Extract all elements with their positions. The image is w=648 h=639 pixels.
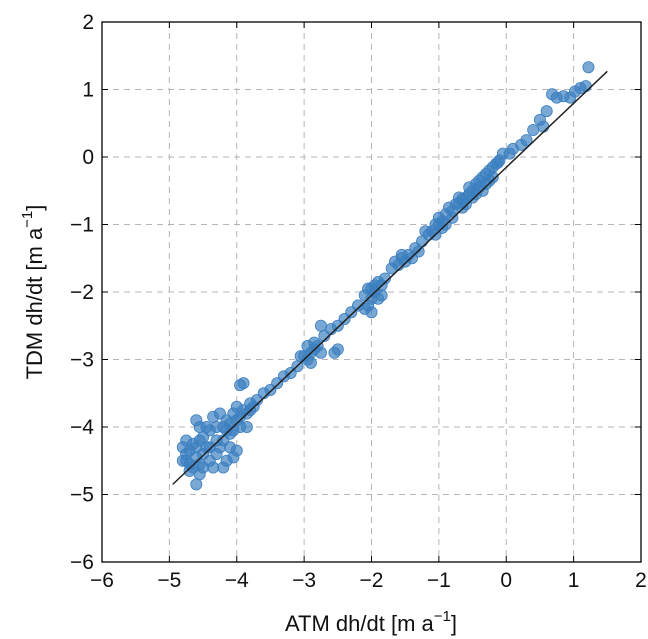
fit-line (172, 70, 608, 485)
data-points (176, 61, 595, 491)
x-tick-label: 1 (568, 569, 580, 592)
data-point (537, 120, 550, 133)
data-point (314, 346, 327, 359)
x-tick-label: 0 (500, 569, 512, 592)
data-point (190, 478, 203, 491)
data-point (217, 461, 230, 474)
y-tick-label: −3 (70, 349, 94, 372)
y-tick-label: 1 (82, 79, 94, 102)
y-tick-label: 0 (82, 146, 94, 169)
x-tick-label: 2 (635, 569, 647, 592)
data-point (483, 174, 496, 187)
y-tick-label: −6 (70, 551, 94, 574)
y-tick-label: 2 (82, 11, 94, 34)
data-point (230, 444, 243, 457)
x-tick-label: −3 (292, 569, 316, 592)
data-point (183, 464, 196, 477)
data-point (240, 420, 253, 433)
x-tick-label: −6 (90, 569, 114, 592)
data-point (190, 414, 203, 427)
fit-line-group (172, 70, 608, 485)
data-point (453, 191, 466, 204)
x-tick-label: −5 (157, 569, 181, 592)
data-point (456, 201, 469, 214)
x-tick-label: −2 (360, 569, 384, 592)
data-point (546, 88, 559, 101)
data-point (365, 306, 378, 319)
data-point (527, 124, 540, 137)
data-point (230, 400, 243, 413)
data-point (362, 282, 375, 295)
data-point (197, 461, 210, 474)
data-point (207, 410, 220, 423)
data-point (492, 156, 505, 169)
data-point (203, 441, 216, 454)
data-point (389, 255, 402, 268)
y-tick-label: −1 (70, 214, 94, 237)
x-tick-label: −4 (225, 569, 249, 592)
data-point (419, 225, 432, 238)
x-axis-label: ATM dh/dt [m a−1] (285, 608, 457, 636)
data-point (582, 61, 595, 74)
data-point (405, 252, 418, 265)
ticks: −6 −5 −4 −3 −2 −1 0 1 2 −6 −5 −4 −3 −2 −1 0 1 2 (70, 11, 647, 592)
data-point (207, 461, 220, 474)
x-tick-label: −1 (427, 569, 451, 592)
data-point (304, 356, 317, 369)
data-point (301, 339, 314, 352)
data-point (176, 441, 189, 454)
data-point (180, 454, 193, 467)
grid (102, 22, 641, 562)
y-tick-label: −2 (70, 281, 94, 304)
data-point (540, 105, 553, 118)
data-point (375, 289, 388, 302)
data-point (314, 319, 327, 332)
y-axis-label: TDM dh/dt [m a−1] (19, 205, 47, 380)
y-tick-label: −4 (70, 416, 94, 439)
data-point (331, 343, 344, 356)
data-point (234, 379, 247, 392)
y-tick-label: −5 (70, 484, 94, 507)
data-point (294, 350, 307, 363)
